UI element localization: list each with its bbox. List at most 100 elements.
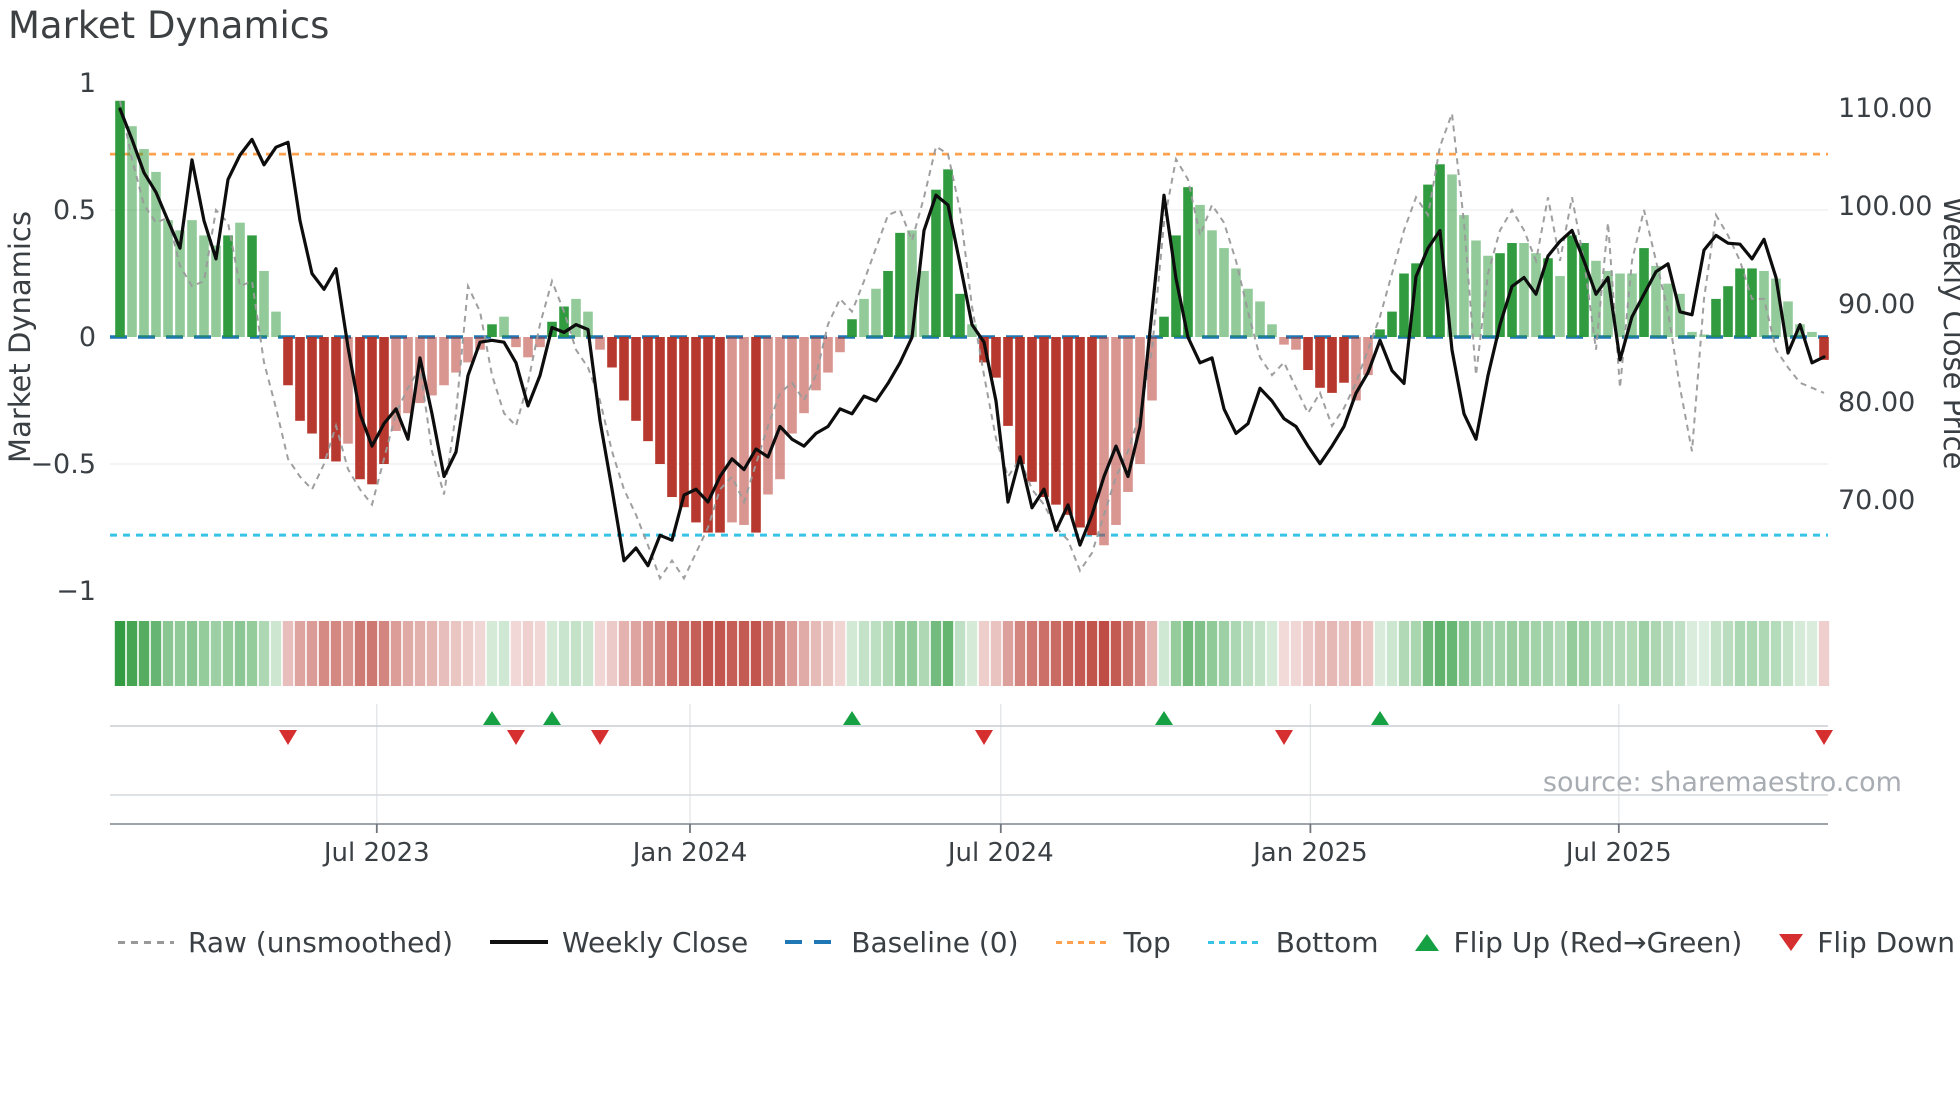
legend-label: Weekly Close	[562, 925, 749, 959]
oscillator-bar	[271, 311, 281, 337]
oscillator-bar	[1447, 174, 1457, 337]
oscillator-bar	[1087, 337, 1097, 536]
oscillator-bar	[823, 337, 833, 373]
oscillator-bar	[1051, 337, 1061, 505]
flip-down-marker-icon	[591, 730, 609, 745]
oscillator-bar	[319, 337, 329, 459]
heatmap-cell	[246, 621, 258, 686]
oscillator-bar	[1267, 324, 1277, 337]
flip-down-marker-icon	[1815, 730, 1833, 745]
x-tick-label: Jul 2024	[946, 838, 1054, 868]
heatmap-cell	[1734, 621, 1746, 686]
oscillator-bar	[1315, 337, 1325, 388]
oscillator-bar	[1099, 337, 1109, 546]
heatmap-cell	[606, 621, 618, 686]
raw-line	[119, 100, 1825, 581]
oscillator-bar	[1627, 273, 1637, 337]
heatmap-cell	[330, 621, 342, 686]
oscillator-bar	[1591, 260, 1601, 337]
heatmap-cell	[1338, 621, 1350, 686]
oscillator-bar	[1687, 331, 1697, 337]
oscillator-bar	[1435, 164, 1445, 337]
heatmap-cell	[966, 621, 978, 686]
oscillator-bar	[307, 337, 317, 434]
oscillator-bar	[415, 337, 425, 404]
oscillator-bar	[1003, 337, 1013, 426]
heatmap-cell	[366, 621, 378, 686]
heatmap-cell	[1650, 621, 1662, 686]
oscillator-bar	[859, 298, 869, 337]
oscillator-bar	[1159, 316, 1169, 337]
heatmap-cell	[1674, 621, 1686, 686]
oscillator-bar	[1771, 278, 1781, 337]
flip-up-triangle-icon	[1415, 933, 1440, 951]
heatmap-cell	[1374, 621, 1386, 686]
oscillator-bar	[391, 337, 401, 431]
heatmap-cell	[1230, 621, 1242, 686]
legend-item-baseline: Baseline (0)	[785, 926, 1019, 959]
heatmap-cell	[942, 621, 954, 686]
oscillator-bar	[499, 316, 509, 337]
heatmap-cell	[462, 621, 474, 686]
heatmap-cell	[174, 621, 186, 686]
heatmap-cell	[414, 621, 426, 686]
oscillator-bar	[667, 337, 677, 498]
heatmap-cell	[1110, 621, 1122, 686]
legend-item-weekly-close: Weekly Close	[490, 926, 748, 959]
oscillator-bar	[895, 232, 905, 337]
heatmap-cell	[1290, 621, 1302, 686]
legend-label: Top	[1123, 925, 1171, 959]
heatmap-cell	[282, 621, 294, 686]
heatmap-cell	[786, 621, 798, 686]
heatmap-cell	[1278, 621, 1290, 686]
heatmap-cell	[1326, 621, 1338, 686]
oscillator-bar	[1423, 184, 1433, 337]
heatmap-cell	[1014, 621, 1026, 686]
oscillator-bar	[679, 337, 689, 508]
legend-item-raw: Raw (unsmoothed)	[118, 926, 453, 959]
oscillator-bar	[139, 149, 149, 337]
flip-down-marker-icon	[975, 730, 993, 745]
oscillator-bar	[955, 293, 965, 337]
heatmap-cell	[834, 621, 846, 686]
oscillator-bar	[1291, 337, 1301, 350]
oscillator-bar	[1195, 204, 1205, 337]
oscillator-bar	[1015, 337, 1025, 464]
heatmap-cell	[234, 621, 246, 686]
oscillator-bar	[343, 337, 353, 444]
top-threshold-swatch-icon	[1055, 940, 1110, 944]
heatmap-cell	[522, 621, 534, 686]
oscillator-bar	[931, 189, 941, 337]
legend-item-flip-up: Flip Up (Red→Green)	[1415, 926, 1742, 959]
oscillator-bar	[967, 324, 977, 337]
source-note: source: sharemaestro.com	[1543, 767, 1902, 798]
heatmap-cell	[738, 621, 750, 686]
heatmap-cell	[930, 621, 942, 686]
heatmap-cell	[810, 621, 822, 686]
heatmap-cell	[474, 621, 486, 686]
heatmap-cell	[438, 621, 450, 686]
heatmap-cell	[798, 621, 810, 686]
chart-title: Market Dynamics	[8, 4, 330, 47]
heatmap-cell	[1218, 621, 1230, 686]
oscillator-bar	[775, 337, 785, 480]
oscillator-bar	[1255, 301, 1265, 337]
heatmap-cell	[426, 621, 438, 686]
oscillator-bar	[943, 169, 953, 337]
oscillator-bar	[151, 171, 161, 337]
oscillator-bar	[1063, 337, 1073, 515]
oscillator-bar	[811, 337, 821, 391]
flip-up-marker-icon	[483, 711, 501, 725]
x-tick-label: Jan 2024	[631, 838, 748, 868]
oscillator-bar	[1783, 301, 1793, 337]
heatmap-cell	[666, 621, 678, 686]
heatmap-cell	[378, 621, 390, 686]
oscillator-bar	[1711, 298, 1721, 337]
oscillator-bar	[907, 230, 917, 337]
heatmap-cell	[1002, 621, 1014, 686]
oscillator-bar	[223, 235, 233, 337]
oscillator-bar	[1351, 337, 1361, 401]
oscillator-bar	[739, 337, 749, 525]
heatmap-cell	[1206, 621, 1218, 686]
